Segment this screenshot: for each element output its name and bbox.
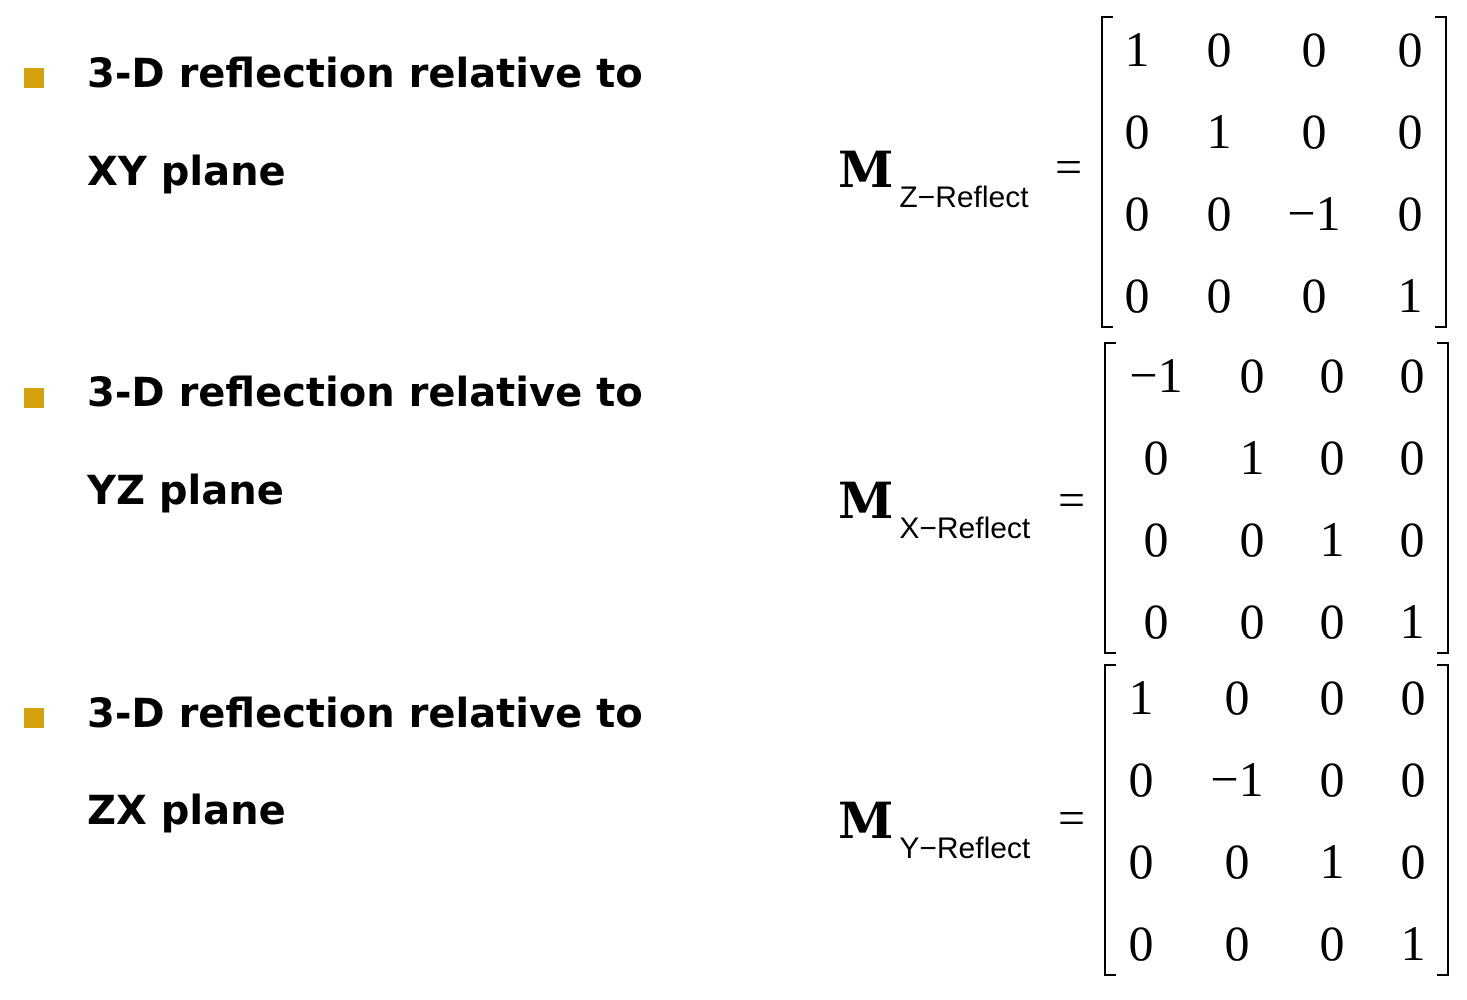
matrix-cell: 0: [1143, 429, 1169, 485]
matrix-cell: 0: [1397, 21, 1423, 77]
matrix-cell: 0: [1128, 833, 1154, 889]
matrix-cell: 0: [1301, 21, 1327, 77]
matrix-cell: 0: [1397, 185, 1423, 241]
matrix-cell: 0: [1224, 669, 1250, 725]
matrix-cell: 0: [1224, 915, 1250, 971]
matrix-label: M Z−Reflect: [838, 140, 1029, 214]
matrix-cell: 0: [1124, 267, 1150, 323]
matrix-cell: 0: [1206, 21, 1232, 77]
bullet-text-line2: ZX plane: [87, 788, 286, 834]
matrix-cell: 0: [1319, 915, 1345, 971]
matrix-subscript: Y−Reflect: [899, 832, 1031, 865]
matrix-cell: 1: [1400, 915, 1426, 971]
matrix-cell: 0: [1143, 511, 1169, 567]
matrix-cell: 0: [1206, 185, 1232, 241]
matrix-subscript: Z−Reflect: [899, 181, 1029, 214]
matrix-cell: −1: [1287, 185, 1341, 241]
bullet-square-icon: [24, 388, 44, 408]
equals-sign: =: [1058, 792, 1086, 845]
matrix-cell: 0: [1319, 751, 1345, 807]
bullet-text-line2: XY plane: [87, 149, 286, 195]
matrix-cell: 1: [1319, 511, 1345, 567]
matrix-cell: 1: [1124, 21, 1150, 77]
matrix-cell: 0: [1399, 347, 1425, 403]
matrix-cell: 1: [1319, 833, 1345, 889]
matrix-cell: 0: [1319, 669, 1345, 725]
matrix-cell: 0: [1239, 593, 1265, 649]
matrix-subscript: X−Reflect: [899, 512, 1031, 545]
right-bracket: [1437, 664, 1449, 976]
right-bracket: [1437, 342, 1449, 654]
matrix-name: M: [838, 471, 894, 530]
bullet-square-icon: [24, 708, 44, 728]
equals-sign: =: [1058, 474, 1086, 527]
matrix-cell: 0: [1301, 103, 1327, 159]
matrix-cell: 1: [1206, 103, 1232, 159]
left-bracket: [1104, 664, 1116, 976]
matrix-cell: 0: [1400, 833, 1426, 889]
matrix-name: M: [838, 791, 894, 850]
bullet-text-line1: 3-D reflection relative to: [87, 370, 643, 416]
matrix-label: M X−Reflect: [838, 471, 1030, 545]
left-bracket: [1104, 342, 1116, 654]
matrix-cell: 0: [1399, 511, 1425, 567]
matrix-cell: 0: [1239, 347, 1265, 403]
matrix-name: M: [838, 140, 894, 199]
matrix-cell: 0: [1399, 429, 1425, 485]
matrix-cell: −1: [1129, 347, 1183, 403]
matrix-cell: 0: [1397, 103, 1423, 159]
matrix-cell: 0: [1128, 751, 1154, 807]
reflection-matrix: 1 0 0 0 0 −1 0 0 0 0 1 0 0 0 0 1: [1104, 664, 1449, 976]
matrix-cell: 0: [1319, 429, 1345, 485]
matrix-cell: 0: [1301, 267, 1327, 323]
matrix-cell: 0: [1206, 267, 1232, 323]
reflection-matrix: 1 0 0 0 0 1 0 0 0 0 −1 0 0 0 0 1: [1101, 16, 1447, 328]
bullet-text-line1: 3-D reflection relative to: [87, 51, 643, 97]
matrix-cell: 0: [1143, 593, 1169, 649]
matrix-cell: 1: [1239, 429, 1265, 485]
left-bracket: [1101, 16, 1113, 328]
bullet-text-line2: YZ plane: [87, 468, 284, 514]
equals-sign: =: [1055, 141, 1083, 194]
matrix-cell: 1: [1397, 267, 1423, 323]
reflection-yz-section: 3-D reflection relative to YZ plane M X−R…: [0, 328, 1467, 658]
matrix-cell: 0: [1128, 915, 1154, 971]
matrix-cell: 1: [1399, 593, 1425, 649]
matrix-cell: −1: [1210, 751, 1264, 807]
matrix-cell: 0: [1239, 511, 1265, 567]
right-bracket: [1435, 16, 1447, 328]
bullet-square-icon: [24, 68, 44, 88]
matrix-cell: 0: [1124, 185, 1150, 241]
matrix-cell: 0: [1124, 103, 1150, 159]
matrix-cell: 0: [1224, 833, 1250, 889]
matrix-cell: 1: [1128, 669, 1154, 725]
matrix-cell: 0: [1319, 593, 1345, 649]
reflection-xy-section: 3-D reflection relative to XY plane M Z−R…: [0, 0, 1467, 330]
matrix-cell: 0: [1319, 347, 1345, 403]
reflection-matrix: −1 0 0 0 0 1 0 0 0 0 1 0 0 0 0 1: [1104, 342, 1449, 654]
matrix-label: M Y−Reflect: [838, 791, 1030, 865]
reflection-zx-section: 3-D reflection relative to ZX plane M Y−R…: [0, 648, 1467, 978]
matrix-cell: 0: [1400, 669, 1426, 725]
matrix-cell: 0: [1400, 751, 1426, 807]
bullet-text-line1: 3-D reflection relative to: [87, 691, 643, 737]
